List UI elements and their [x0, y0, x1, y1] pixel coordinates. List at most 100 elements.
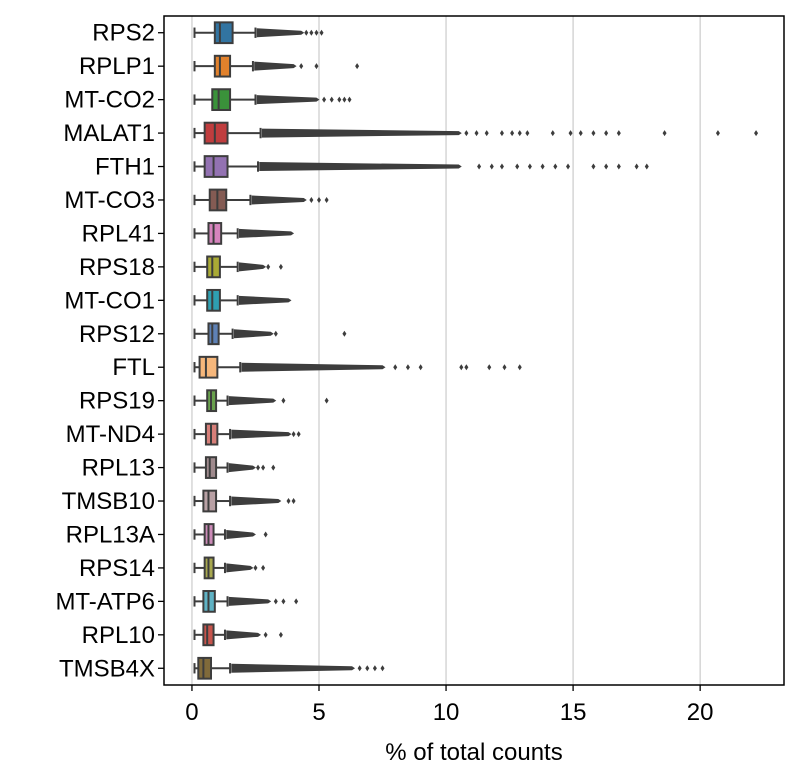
outlier-point: [342, 330, 347, 337]
outlier-point: [281, 598, 286, 605]
outlier-point: [380, 665, 385, 672]
outlier-point: [517, 364, 522, 371]
box-rpl13: [193, 456, 276, 479]
box-rps14: [193, 556, 266, 580]
outlier-point: [322, 96, 327, 103]
box-rps19: [193, 389, 329, 413]
x-axis-label: % of total counts: [385, 739, 562, 766]
outlier-point: [355, 63, 360, 70]
outlier-band: [228, 396, 277, 406]
outlier-point: [662, 130, 667, 137]
outlier-point: [393, 364, 398, 371]
outlier-point: [309, 196, 314, 203]
outlier-point: [273, 330, 278, 337]
outlier-point: [329, 96, 334, 103]
y-tick-label: RPL41: [82, 220, 155, 247]
outlier-point: [566, 163, 571, 170]
outlier-point: [319, 29, 324, 36]
outlier-point: [510, 130, 515, 137]
iqr-box: [202, 623, 215, 647]
outlier-point: [464, 130, 469, 137]
y-tick-label: MT-CO1: [64, 287, 155, 314]
outlier-point: [484, 130, 489, 137]
y-tick-label: TMSB10: [62, 488, 155, 515]
y-tick-label: MT-CO2: [64, 87, 155, 114]
outlier-band: [231, 663, 356, 673]
y-tick-label: MT-CO3: [64, 187, 155, 214]
box-rps2: [193, 21, 324, 45]
x-tick-label: 15: [560, 699, 587, 726]
outlier-band: [238, 262, 267, 272]
outlier-band: [231, 496, 282, 506]
outlier-band: [238, 228, 295, 238]
outlier-band: [254, 61, 297, 71]
outlier-point: [309, 29, 314, 36]
outlier-point: [299, 63, 304, 70]
box-rplp1: [193, 54, 360, 78]
outlier-band: [233, 329, 274, 339]
outlier-band: [238, 295, 292, 305]
box-tmsb10: [193, 489, 296, 513]
outlier-point: [263, 631, 268, 638]
y-tick-label: RPS14: [79, 555, 155, 582]
outlier-point: [499, 130, 504, 137]
y-tick-label: FTH1: [95, 154, 155, 181]
outlier-point: [357, 665, 362, 672]
iqr-box: [207, 222, 223, 245]
outlier-point: [527, 163, 532, 170]
outlier-point: [317, 196, 321, 203]
y-tick-label: RPS19: [79, 388, 155, 415]
box-mt-atp6: [193, 590, 299, 613]
outlier-band: [231, 429, 292, 439]
iqr-box: [203, 155, 229, 178]
y-tick-label: RPLP1: [79, 53, 155, 80]
outlier-point: [474, 130, 479, 137]
box-rps18: [193, 255, 283, 279]
outlier-point: [525, 130, 530, 137]
outlier-band: [256, 95, 320, 105]
iqr-box: [202, 489, 218, 513]
iqr-box: [206, 288, 221, 312]
outlier-band: [228, 596, 272, 606]
outlier-point: [591, 130, 596, 137]
box-mt-co2: [193, 88, 352, 111]
outlier-point: [754, 130, 759, 137]
outlier-band: [259, 162, 462, 172]
box-rpl13a: [193, 523, 268, 546]
outlier-band: [256, 28, 305, 38]
y-tick-label: FTL: [112, 354, 155, 381]
outlier-point: [644, 163, 649, 170]
x-tick-label: 5: [312, 699, 325, 726]
outlier-point: [477, 163, 482, 170]
outlier-point: [314, 63, 319, 70]
box-rpl10: [193, 623, 283, 647]
y-tick-label: TMSB4X: [59, 655, 155, 682]
x-axis-ticks: 0 5 10 15 20: [185, 685, 713, 726]
iqr-box: [211, 88, 232, 111]
outlier-band: [228, 463, 256, 473]
outlier-point: [365, 665, 370, 672]
outlier-point: [347, 96, 352, 103]
iqr-box: [203, 121, 229, 145]
outlier-point: [261, 464, 266, 471]
outlier-point: [256, 464, 261, 471]
outlier-point: [715, 130, 720, 137]
y-tick-label: RPL13A: [66, 521, 155, 548]
outlier-band: [226, 563, 254, 573]
x-tick-label: 20: [687, 699, 714, 726]
outlier-point: [273, 598, 278, 605]
axes-frame: [163, 15, 785, 686]
outlier-point: [568, 130, 573, 137]
plot-area: [193, 21, 759, 680]
outlier-point: [266, 263, 271, 270]
vertical-gridlines: [191, 16, 701, 685]
outlier-point: [291, 498, 296, 505]
x-tick-label: 0: [185, 699, 198, 726]
outlier-point: [304, 29, 309, 36]
outlier-point: [499, 163, 504, 170]
box-malat1: [193, 121, 759, 145]
outlier-point: [263, 531, 268, 538]
iqr-box: [213, 54, 232, 78]
outlier-point: [296, 431, 301, 438]
